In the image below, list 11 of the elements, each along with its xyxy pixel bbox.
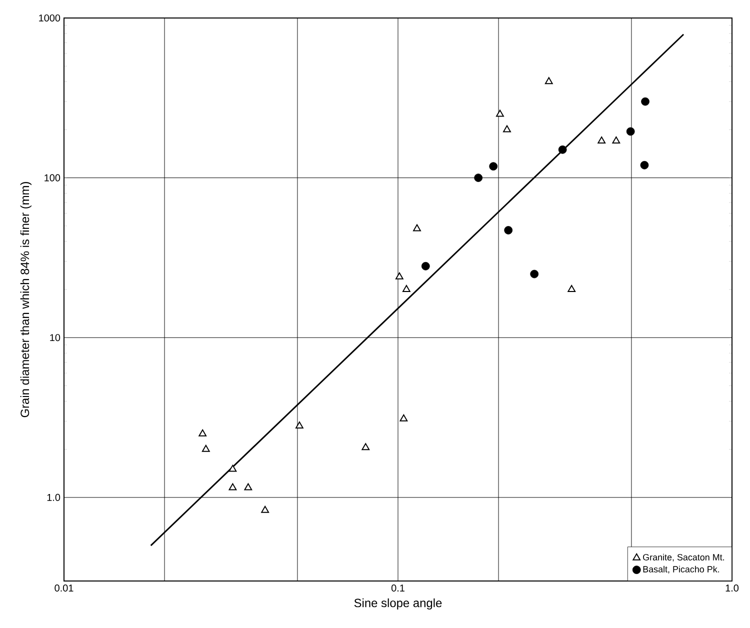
y-axis-title: Grain diameter than which 84% is finer (mm) bbox=[20, 182, 32, 418]
x-axis-title: Sine slope angle bbox=[354, 598, 442, 610]
y-tick-label: 10 bbox=[50, 334, 60, 342]
y-tick-label: 1000 bbox=[39, 14, 60, 22]
x-tick-label: 0.1 bbox=[391, 584, 404, 592]
legend-label: Granite, Sacaton Mt. bbox=[643, 554, 724, 562]
x-tick-label: 1.0 bbox=[726, 584, 739, 592]
y-tick-label: 100 bbox=[44, 174, 60, 182]
x-tick-label: 0.01 bbox=[54, 584, 74, 592]
legend-label: Basalt, Picacho Pk. bbox=[643, 566, 720, 574]
y-tick-label: 1.0 bbox=[47, 494, 60, 501]
